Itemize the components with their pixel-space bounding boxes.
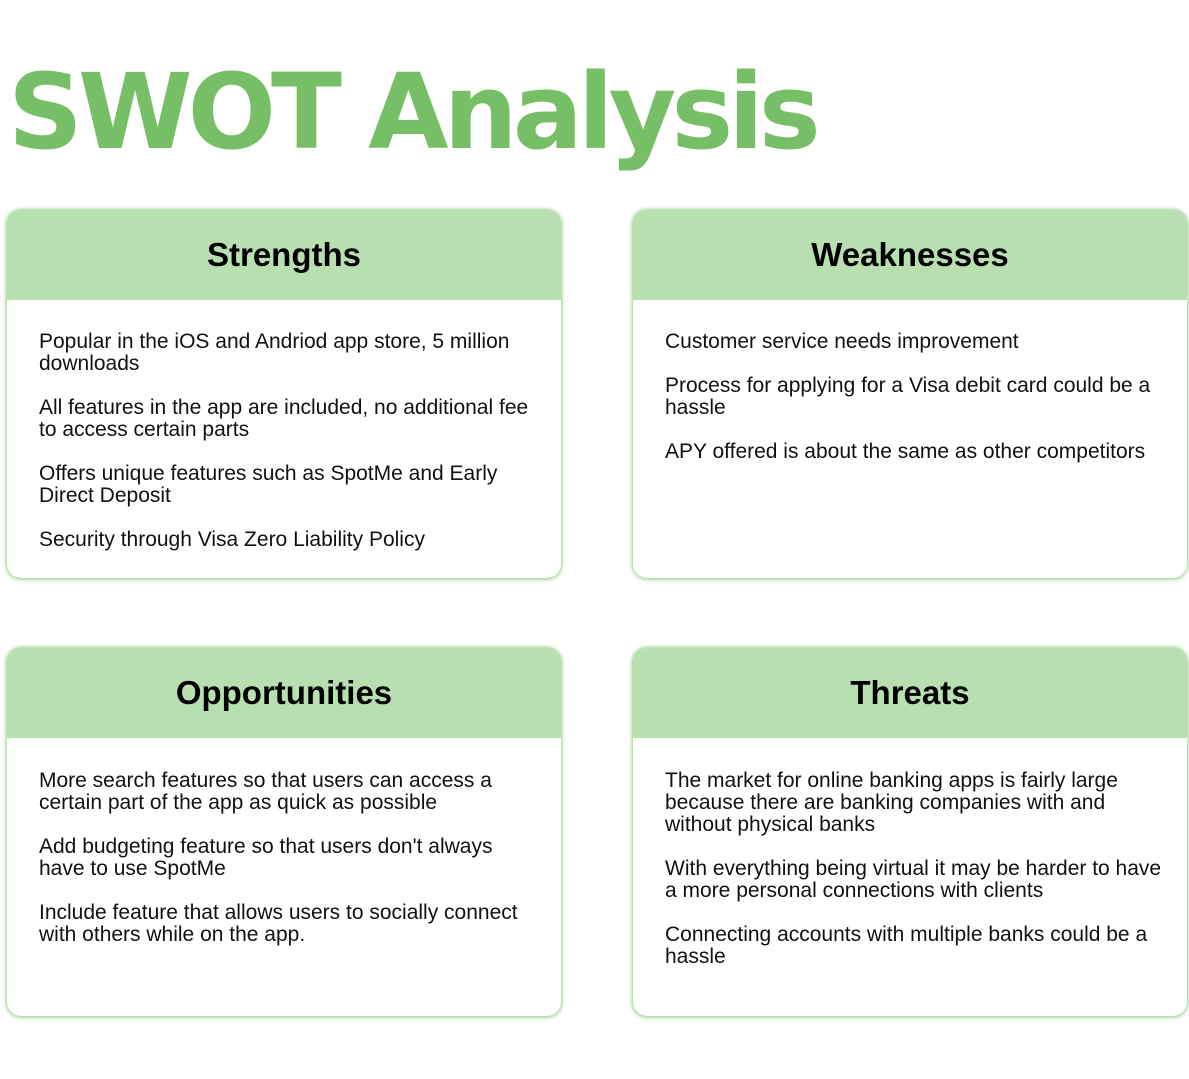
list-item: The market for online banking apps is fa… [665,769,1118,836]
list-item: APY offered is about the same as other c… [665,440,1146,463]
weaknesses-card: Weaknesses Customer service needs improv… [633,210,1187,578]
threats-heading: Threats [850,674,970,711]
list-item: Process for applying for a Visa debit ca… [665,374,1151,419]
list-item: Include feature that allows users to soc… [39,901,518,946]
threats-header: Threats [633,648,1187,738]
strengths-list: Popular in the iOS and Andriod app store… [7,300,561,551]
weaknesses-header: Weaknesses [633,210,1187,300]
list-item: Customer service needs improvement [665,330,1019,353]
opportunities-heading: Opportunities [175,674,393,711]
list-item: With everything being virtual it may be … [665,857,1162,902]
opportunities-header: Opportunities [7,648,561,738]
list-item: Offers unique features such as SpotMe an… [39,462,498,507]
strengths-header: Strengths [7,210,561,300]
opportunities-list: More search features so that users can a… [7,738,561,946]
list-item: All features in the app are included, no… [39,396,529,441]
list-item: More search features so that users can a… [39,769,492,814]
strengths-card: Strengths Popular in the iOS and Andriod… [7,210,561,578]
list-item: Popular in the iOS and Andriod app store… [39,330,510,375]
opportunities-card: Opportunities More search features so th… [7,648,561,1016]
list-item: Add budgeting feature so that users don'… [39,835,493,880]
strengths-heading: Strengths [206,236,361,273]
list-item: Security through Visa Zero Liability Pol… [39,528,425,551]
threats-list: The market for online banking apps is fa… [633,738,1187,968]
weaknesses-heading: Weaknesses [811,236,1009,273]
list-item: Connecting accounts with multiple banks … [665,923,1148,968]
page-title: SWOT Analysis [8,51,821,173]
threats-card: Threats The market for online banking ap… [633,648,1187,1016]
weaknesses-list: Customer service needs improvement Proce… [633,300,1187,463]
